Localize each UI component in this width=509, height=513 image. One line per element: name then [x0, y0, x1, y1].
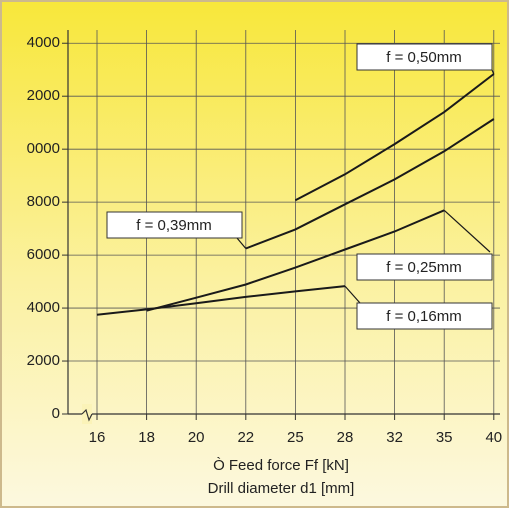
y-tick-label: 4000: [27, 299, 60, 316]
legend-box: [356, 302, 493, 330]
y-tick-label: 0: [52, 405, 60, 422]
leader-line: [236, 237, 247, 249]
y-tick-label: 8000: [27, 193, 60, 210]
series-line: [96, 285, 346, 316]
x-tick-label: 22: [237, 429, 254, 446]
x-tick-label: 28: [337, 429, 354, 446]
x-tick-label: 32: [386, 429, 403, 446]
x-axis-label: Ò Feed force Ff [kN]: [213, 457, 349, 474]
y-tick-label: 2000: [27, 87, 60, 104]
y-tick-label: 4000: [27, 34, 60, 51]
x-tick-label: 25: [287, 429, 304, 446]
x-tick-label: 35: [436, 429, 453, 446]
series-line: [146, 209, 445, 312]
x-tick-label: 40: [485, 429, 502, 446]
leader-line: [443, 209, 491, 253]
y-tick-label: 2000: [27, 352, 60, 369]
legend-label: f = 0,25mm: [386, 259, 461, 276]
leader-line: [491, 69, 495, 75]
y-tick-label: 6000: [27, 246, 60, 263]
series-line: [245, 118, 495, 250]
series-line: [294, 73, 495, 202]
legend-box: [356, 253, 493, 281]
x-tick-label: 18: [138, 429, 155, 446]
x-axis-label: Drill diameter d1 [mm]: [208, 480, 355, 497]
legend-label: f = 0,39mm: [136, 217, 211, 234]
legend-label: f = 0,50mm: [386, 49, 461, 66]
y-tick-label: 0000: [27, 140, 60, 157]
axis-break: [81, 408, 93, 422]
legend-label: f = 0,16mm: [386, 308, 461, 325]
leader-line: [344, 285, 361, 304]
legend-box: [356, 43, 493, 71]
x-tick-label: 20: [188, 429, 205, 446]
legend-box: [106, 211, 243, 239]
x-tick-label: 16: [89, 429, 106, 446]
